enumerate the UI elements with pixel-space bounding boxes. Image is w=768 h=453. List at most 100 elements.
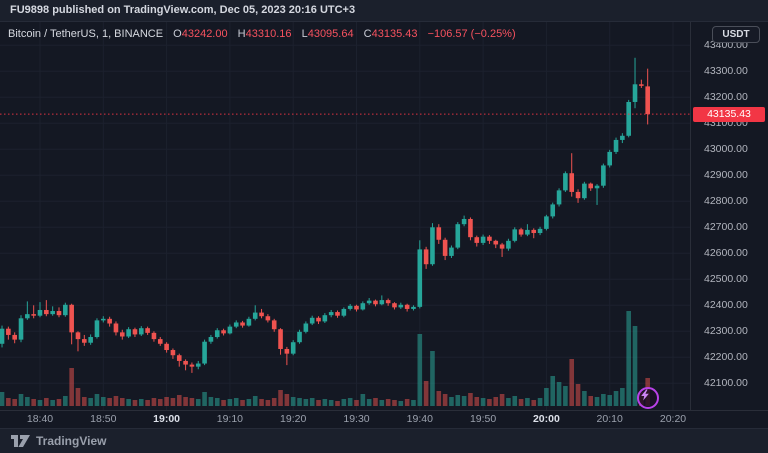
volume-bar: [582, 391, 587, 406]
candle-body: [601, 165, 606, 186]
candle-body: [6, 328, 11, 335]
volume-bar: [6, 398, 11, 406]
candle-body: [360, 303, 366, 310]
candle-body: [594, 185, 600, 189]
candle-body: [189, 364, 195, 367]
volume-bar: [132, 400, 138, 406]
candle-body: [82, 339, 87, 343]
candle-body: [575, 191, 581, 199]
candle-body: [525, 229, 530, 235]
candle-body: [620, 135, 625, 140]
tradingview-logo-text[interactable]: TradingView: [36, 434, 107, 448]
candle-body: [569, 173, 575, 192]
volume-bar: [569, 359, 575, 406]
volume-bar: [544, 388, 549, 406]
candle-body: [613, 139, 619, 152]
volume-bar: [138, 399, 144, 406]
candle-body: [69, 304, 74, 333]
volume-bar: [214, 398, 220, 406]
volume-bar: [44, 398, 49, 406]
candle-body: [607, 151, 612, 166]
candlestick-chart[interactable]: [0, 22, 690, 410]
price-axis[interactable]: USDT 43135.43 43400.00 43300.00 43200.00 43…: [690, 22, 768, 410]
price-tick-label: 42500.00: [704, 272, 748, 285]
candle-body: [493, 240, 499, 245]
volume-bar: [240, 400, 245, 406]
volume-bar: [157, 399, 163, 406]
candle-body: [639, 84, 644, 86]
volume-bar: [145, 400, 150, 406]
volume-bar: [620, 388, 625, 406]
volume-bar: [335, 401, 340, 406]
volume-bar: [176, 395, 182, 406]
volume-bar: [290, 397, 296, 406]
time-tick-label: 19:00: [153, 413, 181, 425]
volume-bar: [88, 398, 93, 406]
price-tick-label: 42800.00: [704, 194, 748, 207]
candle-body: [56, 311, 62, 316]
candle-body: [265, 316, 271, 321]
volume-bar: [0, 392, 5, 406]
candle-body: [44, 309, 49, 315]
volume-bar: [56, 399, 62, 406]
chart-pane[interactable]: Bitcoin / TetherUS, 1, BINANCE O43242.00…: [0, 22, 690, 410]
candle-body: [550, 204, 556, 217]
volume-bar: [423, 381, 429, 406]
time-tick-label: 18:50: [90, 413, 117, 425]
candle-body: [0, 328, 5, 344]
candle-body: [132, 329, 138, 335]
candle-body: [94, 320, 100, 338]
candle-body: [354, 305, 359, 310]
volume-bar: [233, 398, 239, 406]
candle-body: [297, 331, 302, 343]
volume-bar: [170, 398, 176, 406]
candle-body: [195, 363, 201, 367]
time-tick-label: 19:50: [469, 413, 497, 425]
candle-body: [341, 308, 347, 316]
time-axis[interactable]: 18:40 18:50 19:00 19:10 19:20 19:30 19:40 19:50…: [0, 410, 768, 428]
volume-bar: [392, 400, 397, 406]
time-tick-label: 19:40: [406, 413, 433, 425]
candle-body: [25, 314, 30, 319]
currency-toggle-button[interactable]: USDT: [712, 26, 760, 43]
candle-body: [506, 240, 511, 249]
volume-bar: [404, 399, 410, 406]
candle-body: [563, 173, 568, 191]
candle-body: [468, 218, 473, 238]
current-price-label: 43135.43: [693, 106, 765, 122]
volume-bar: [50, 400, 55, 406]
volume-bar: [328, 400, 334, 406]
flash-boost-icon[interactable]: [637, 387, 659, 409]
candle-body: [588, 183, 594, 189]
price-tick-label: 42900.00: [704, 168, 748, 181]
volume-bar: [632, 326, 638, 406]
tradingview-logo-icon[interactable]: [10, 434, 31, 448]
price-tick-label: 43200.00: [704, 90, 748, 103]
volume-bar: [499, 394, 505, 406]
price-tick-label: 42400.00: [704, 298, 748, 311]
volume-bar: [278, 390, 283, 406]
symbol-title[interactable]: Bitcoin / TetherUS, 1, BINANCE: [8, 28, 164, 40]
volume-bar: [550, 376, 556, 406]
candle-body: [170, 350, 176, 356]
publish-banner-text: FU9898 published on TradingView.com, Dec…: [10, 4, 356, 16]
volume-bar: [309, 398, 315, 406]
candle-body: [113, 323, 119, 333]
candle-body: [449, 247, 454, 256]
candle-body: [316, 317, 321, 322]
candle-body: [208, 337, 214, 342]
candle-body: [442, 239, 448, 256]
candle-body: [119, 332, 125, 337]
candle-body: [335, 312, 340, 316]
volume-bar: [449, 397, 454, 406]
candle-body: [436, 227, 442, 240]
volume-bar: [94, 394, 100, 406]
volume-bar: [442, 394, 448, 406]
candle-body: [63, 304, 68, 316]
ohlc-low-label: L: [301, 28, 308, 40]
volume-bar: [63, 396, 68, 406]
volume-bar: [373, 398, 378, 406]
volume-bar: [316, 400, 321, 406]
volume-bar: [113, 396, 119, 406]
